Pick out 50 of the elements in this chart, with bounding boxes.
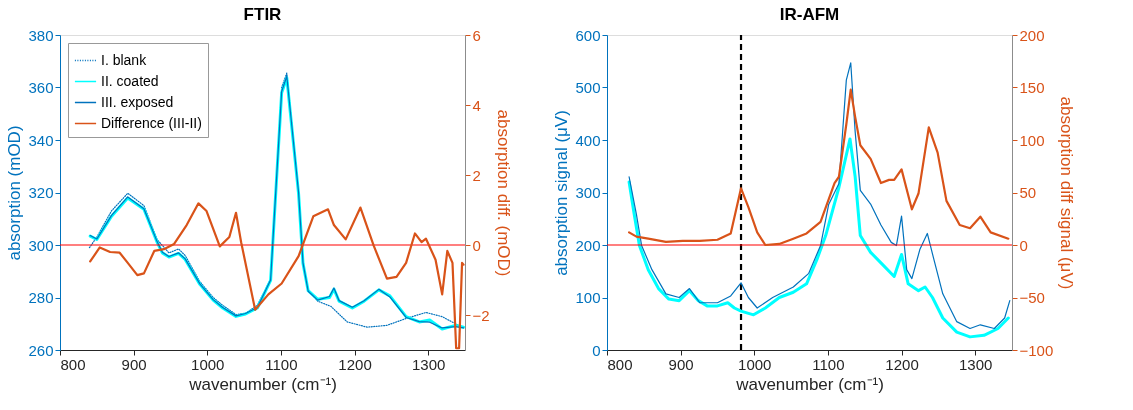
y-tick-label: 0 [592,341,601,359]
x-tick-label: 1100 [265,355,298,373]
legend-label: III. exposed [101,93,174,110]
y-tick-label: 260 [28,341,54,359]
x-tick-label: 1000 [738,355,772,373]
y2-axis-title: absorption diff. (mOD) [493,109,513,277]
y-tick-label: 400 [575,131,601,149]
y-tick-label: 380 [28,26,54,44]
x-tick-label: 1100 [812,355,845,373]
y-tick-label: 340 [28,131,54,149]
y-axis-title: absorption (mOD) [5,125,25,261]
y2-tick-label: 100 [1019,131,1045,149]
x-axis-title: wavenumber (cm⁻¹) [188,374,337,394]
chart-title: IR-AFM [779,5,840,24]
y2-axis-title: absorption diff signal (μV) [1057,96,1077,290]
x-tick-label: 1200 [338,355,372,373]
y2-tick-label: 150 [1019,79,1045,96]
y-tick-label: 100 [575,289,601,306]
legend-label: Difference (III-II) [101,114,202,131]
chart-title: FTIR [243,5,282,24]
y2-tick-label: 2 [472,166,481,184]
legend-label: II. coated [101,72,159,89]
x-tick-label: 1000 [191,355,225,373]
x-tick-label: 1200 [885,355,919,373]
y-tick-label: 300 [575,184,601,201]
x-tick-label: 1300 [958,355,993,373]
y2-tick-label: 6 [472,26,481,44]
y2-tick-label: 200 [1019,26,1045,44]
y-tick-label: 200 [575,236,601,254]
x-tick-label: 900 [121,355,147,373]
y2-tick-label: 50 [1019,184,1037,201]
y-tick-label: 600 [575,26,601,44]
x-tick-label: 800 [607,355,633,373]
y2-tick-label: −50 [1019,289,1045,306]
y2-tick-label: −2 [472,306,490,324]
y-axis-title: absorption signal (μV) [552,110,572,276]
x-axis-title: wavenumber (cm⁻¹) [735,374,884,394]
x-tick-label: 800 [60,355,86,373]
y2-tick-label: 4 [472,96,481,114]
y2-tick-label: 0 [472,236,481,254]
y-tick-label: 360 [28,79,54,96]
y2-tick-label: −100 [1019,341,1054,359]
x-tick-label: 900 [668,355,694,373]
y-tick-label: 300 [28,236,54,254]
y-tick-label: 320 [28,184,54,201]
y-tick-label: 500 [575,79,601,96]
legend-label: I. blank [101,51,148,68]
y2-tick-label: 0 [1019,236,1028,254]
x-tick-label: 1300 [411,355,446,373]
y-tick-label: 280 [28,289,54,306]
